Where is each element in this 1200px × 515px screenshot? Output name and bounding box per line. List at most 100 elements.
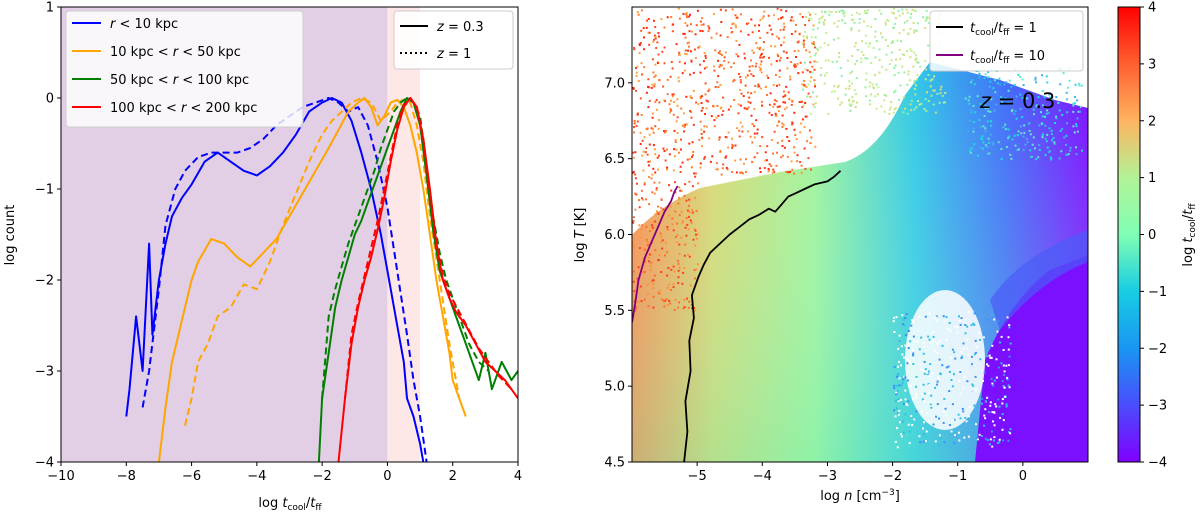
- scatter-point: [929, 79, 932, 82]
- scatter-point: [982, 379, 984, 382]
- scatter-point: [893, 12, 895, 15]
- scatter-point: [642, 27, 645, 30]
- scatter-point: [1013, 134, 1016, 137]
- scatter-point: [785, 10, 788, 13]
- scatter-point: [776, 84, 778, 87]
- scatter-point: [647, 85, 649, 88]
- scatter-point: [988, 152, 991, 155]
- scatter-point: [643, 248, 646, 251]
- scatter-point: [877, 86, 880, 89]
- scatter-point: [1034, 76, 1037, 79]
- scatter-point: [923, 392, 926, 395]
- scatter-point: [666, 168, 668, 171]
- scatter-point: [726, 168, 729, 171]
- scatter-point: [901, 53, 904, 56]
- scatter-point: [674, 210, 677, 213]
- scatter-point: [665, 298, 668, 301]
- scatter-point: [717, 75, 720, 78]
- scatter-point: [657, 32, 660, 35]
- scatter-point: [715, 32, 718, 35]
- scatter-point: [930, 401, 933, 404]
- scatter-point: [691, 155, 693, 158]
- scatter-point: [1017, 130, 1020, 133]
- scatter-point: [735, 26, 738, 29]
- scatter-point: [686, 42, 689, 45]
- scatter-point: [836, 85, 839, 88]
- scatter-point: [987, 106, 990, 109]
- scatter-point: [1065, 134, 1068, 137]
- scatter-point: [663, 26, 666, 29]
- scatter-point: [652, 144, 655, 147]
- scatter-point: [925, 68, 928, 71]
- scatter-point: [912, 352, 915, 355]
- scatter-point: [654, 63, 657, 66]
- scatter-point: [699, 166, 702, 169]
- scatter-point: [648, 43, 651, 46]
- scatter-point: [708, 88, 711, 91]
- legend-contours-box: [929, 10, 1084, 72]
- scatter-point: [985, 363, 988, 366]
- scatter-point: [990, 430, 993, 433]
- scatter-point: [699, 97, 702, 100]
- scatter-point: [775, 100, 778, 103]
- scatter-point: [758, 48, 761, 51]
- scatter-point: [666, 226, 669, 228]
- scatter-point: [865, 12, 868, 14]
- scatter-point: [1034, 105, 1037, 108]
- scatter-point: [910, 109, 913, 112]
- scatter-point: [727, 61, 730, 64]
- right-panel-phase-diagram: −5 −4 −3 −2 −1 0 4.55.05.56.06.57.0 log n [cm…: [573, 1, 1198, 505]
- scatter-point: [990, 120, 993, 123]
- scatter-point: [779, 29, 782, 32]
- scatter-point: [973, 312, 976, 315]
- legend-label-c2: tcool/tff = 10: [970, 49, 1045, 66]
- scatter-point: [943, 406, 946, 409]
- scatter-point: [667, 286, 669, 289]
- scatter-point: [657, 259, 660, 262]
- scatter-point: [700, 109, 703, 112]
- scatter-point: [907, 73, 910, 76]
- scatter-point: [843, 11, 846, 14]
- scatter-point: [667, 266, 670, 269]
- scatter-point: [898, 98, 900, 101]
- scatter-point: [648, 99, 651, 102]
- scatter-point: [998, 77, 1001, 80]
- scatter-point: [802, 43, 805, 46]
- scatter-point: [664, 130, 667, 133]
- scatter-point: [744, 84, 747, 87]
- scatter-point: [961, 355, 964, 358]
- scatter-point: [964, 416, 967, 419]
- scatter-point: [997, 319, 1000, 322]
- scatter-point: [969, 109, 972, 112]
- scatter-point: [789, 19, 792, 22]
- scatter-point: [676, 104, 679, 107]
- scatter-point: [801, 118, 804, 121]
- scatter-point: [987, 76, 990, 79]
- scatter-point: [785, 106, 788, 109]
- scatter-point: [651, 58, 654, 61]
- scatter-point: [632, 216, 635, 219]
- scatter-point: [688, 30, 691, 33]
- scatter-point: [724, 156, 727, 159]
- scatter-point: [750, 92, 753, 95]
- scatter-point: [1066, 98, 1069, 101]
- scatter-point: [1002, 349, 1005, 351]
- scatter-point: [652, 167, 655, 170]
- scatter-point: [692, 89, 695, 92]
- scatter-point: [697, 46, 700, 49]
- scatter-point: [779, 56, 782, 59]
- scatter-point: [991, 382, 994, 385]
- scatter-point: [703, 130, 706, 133]
- scatter-point: [960, 315, 963, 318]
- scatter-point: [993, 411, 996, 414]
- scatter-point: [724, 51, 727, 54]
- scatter-point: [1031, 143, 1034, 146]
- scatter-point: [897, 9, 900, 12]
- scatter-point: [986, 396, 989, 399]
- scatter-point: [948, 322, 951, 324]
- scatter-point: [1003, 373, 1005, 376]
- scatter-point: [965, 347, 968, 350]
- legend-radius: r < 10 kpc 10 kpc < r < 50 kpc 50 kpc < …: [65, 10, 304, 128]
- scatter-point: [1045, 140, 1048, 143]
- scatter-point: [1046, 109, 1049, 112]
